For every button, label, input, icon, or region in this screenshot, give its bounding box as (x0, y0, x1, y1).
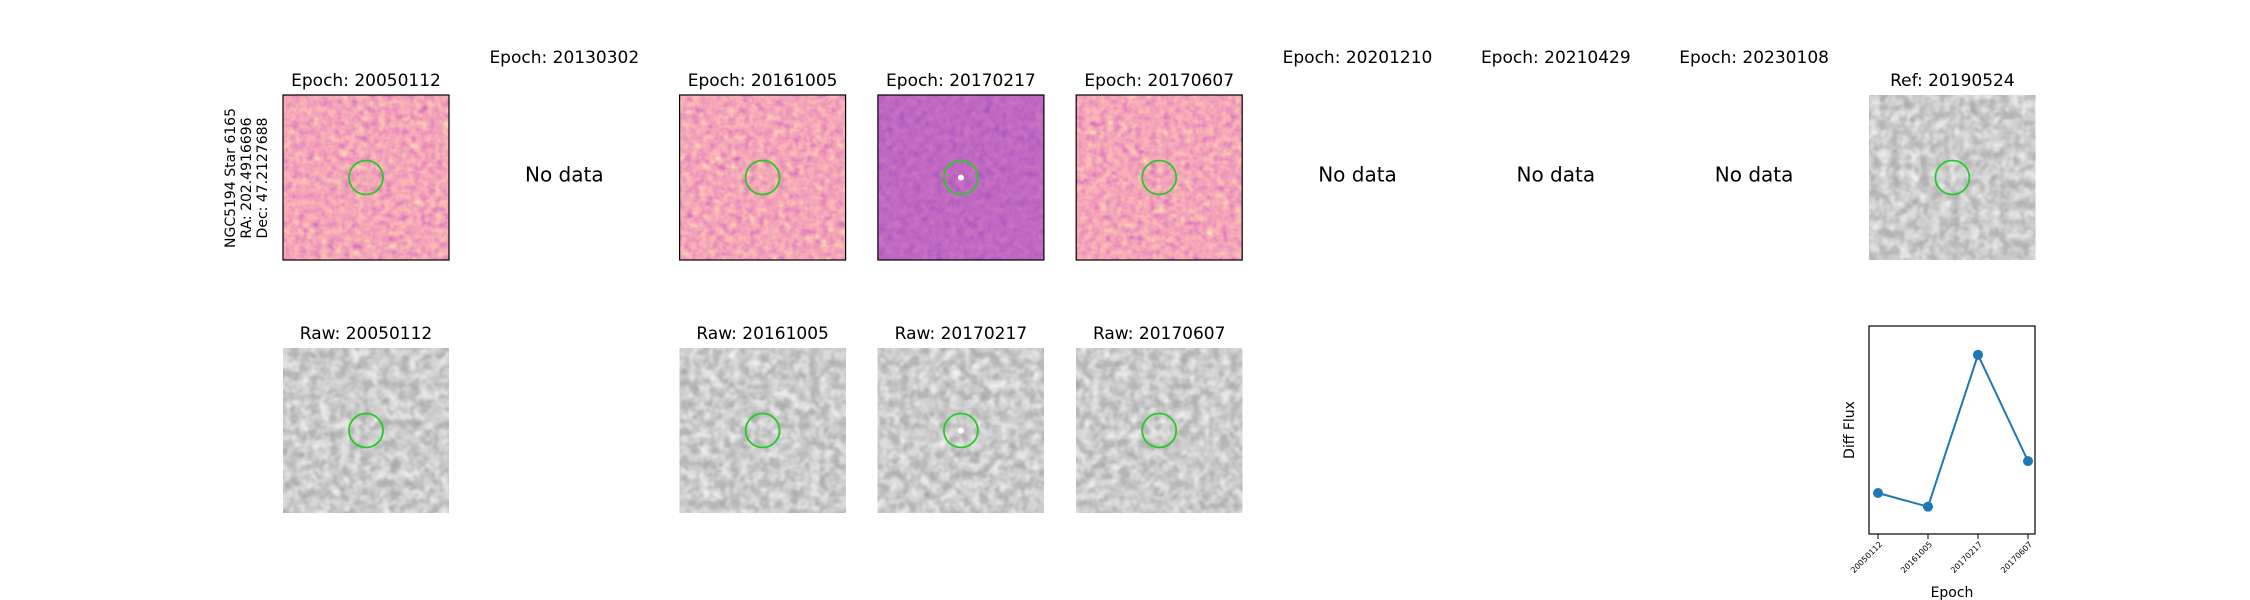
x-tick-label: 20170607 (1999, 540, 2034, 575)
no-data: No data (1715, 163, 1794, 187)
y-axis-label: Diff Flux (1842, 401, 1858, 459)
image-panel (1076, 95, 1243, 260)
panel-title: Raw: 20170607 (1093, 324, 1226, 344)
frame (877, 94, 1045, 261)
x-tick-label: 20050112 (1849, 540, 1884, 575)
image-panel (283, 95, 449, 260)
image-panel (1076, 348, 1243, 513)
aperture (348, 412, 384, 449)
image-panel (283, 348, 449, 513)
aperture (1141, 412, 1178, 449)
frame (1075, 94, 1243, 261)
x-axis-label: Epoch (1931, 585, 1974, 600)
no-data: No data (525, 163, 604, 187)
panel-title: Epoch: 20130302 (489, 48, 639, 68)
aperture (744, 412, 781, 449)
aperture (1141, 159, 1178, 196)
panel-title: Epoch: 20210429 (1481, 48, 1631, 68)
aperture (943, 412, 979, 449)
image-panel (1869, 95, 2036, 260)
frame (678, 94, 847, 261)
line (1877, 352, 2029, 508)
panel-title: Ref: 20190524 (1890, 71, 2015, 91)
x-tick-label: 20170217 (1949, 540, 1984, 575)
image-panel (679, 95, 846, 260)
panel-title: Epoch: 20201210 (1283, 48, 1433, 68)
aperture (1934, 159, 1971, 196)
x-tick-label: 20161005 (1899, 540, 1934, 575)
no-data: No data (1516, 163, 1595, 187)
panel-title: Raw: 20161005 (696, 324, 829, 344)
plot-frame (1868, 325, 2036, 535)
panel-title: Epoch: 20050112 (291, 71, 441, 91)
star-spot (957, 174, 964, 181)
no-data: No data (1318, 163, 1397, 187)
panel-title: Raw: 20170217 (895, 324, 1028, 344)
frame (282, 94, 450, 261)
star-label: Dec: 47.2127688 (255, 118, 271, 239)
panel-title: Raw: 20050112 (300, 324, 433, 344)
aperture (943, 159, 979, 196)
point (2023, 456, 2033, 467)
aperture (348, 159, 384, 196)
image-panel (679, 348, 846, 513)
star-label: RA: 202.4916696 (239, 117, 255, 238)
panel-title: Epoch: 20161005 (688, 71, 838, 91)
point (1923, 501, 1933, 512)
star-spot (957, 427, 964, 434)
panel-title: Epoch: 20230108 (1679, 48, 1829, 68)
panel-title: Epoch: 20170607 (1084, 71, 1234, 91)
panel-title: Epoch: 20170217 (886, 71, 1036, 91)
star-label: NGC5194 Star 6165 (223, 108, 239, 248)
point (1873, 488, 1883, 499)
point (1973, 349, 1983, 360)
aperture (744, 159, 781, 196)
